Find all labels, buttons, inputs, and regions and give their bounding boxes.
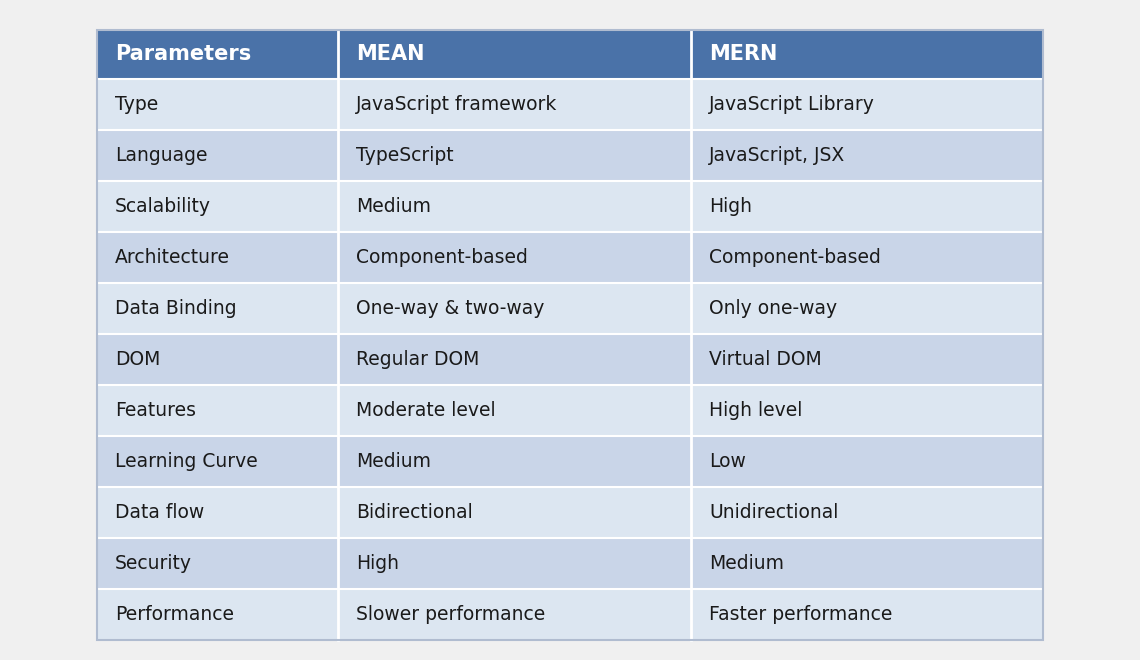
FancyBboxPatch shape [97,487,339,538]
FancyBboxPatch shape [339,487,691,538]
FancyBboxPatch shape [97,589,339,640]
Text: Data Binding: Data Binding [115,299,237,318]
Text: Architecture: Architecture [115,248,230,267]
Text: Medium: Medium [357,452,431,471]
FancyBboxPatch shape [97,232,339,282]
FancyBboxPatch shape [339,30,691,79]
Text: Low: Low [709,452,747,471]
Text: Parameters: Parameters [115,44,252,64]
Text: Slower performance: Slower performance [357,605,546,624]
FancyBboxPatch shape [339,538,691,589]
FancyBboxPatch shape [97,436,339,487]
FancyBboxPatch shape [339,79,691,129]
FancyBboxPatch shape [339,282,691,334]
Text: High level: High level [709,401,803,420]
FancyBboxPatch shape [97,129,339,181]
Text: TypeScript: TypeScript [357,146,454,164]
Text: Medium: Medium [709,554,784,573]
FancyBboxPatch shape [691,385,1043,436]
FancyBboxPatch shape [97,385,339,436]
Text: Security: Security [115,554,193,573]
FancyBboxPatch shape [691,232,1043,282]
Text: Scalability: Scalability [115,197,211,216]
Text: Language: Language [115,146,207,164]
Text: Unidirectional: Unidirectional [709,503,839,522]
Text: JavaScript, JSX: JavaScript, JSX [709,146,846,164]
FancyBboxPatch shape [691,129,1043,181]
FancyBboxPatch shape [97,334,339,385]
Text: DOM: DOM [115,350,161,369]
FancyBboxPatch shape [339,181,691,232]
Text: Faster performance: Faster performance [709,605,893,624]
Text: Features: Features [115,401,196,420]
Text: Component-based: Component-based [357,248,528,267]
FancyBboxPatch shape [97,538,339,589]
Text: Component-based: Component-based [709,248,881,267]
FancyBboxPatch shape [691,538,1043,589]
FancyBboxPatch shape [691,589,1043,640]
Text: MEAN: MEAN [357,44,425,64]
FancyBboxPatch shape [339,385,691,436]
Text: High: High [357,554,399,573]
Text: Only one-way: Only one-way [709,299,838,318]
FancyBboxPatch shape [691,181,1043,232]
FancyBboxPatch shape [97,181,339,232]
Text: Medium: Medium [357,197,431,216]
Text: Bidirectional: Bidirectional [357,503,473,522]
FancyBboxPatch shape [691,436,1043,487]
FancyBboxPatch shape [97,79,339,129]
Text: High: High [709,197,752,216]
FancyBboxPatch shape [339,232,691,282]
Text: JavaScript framework: JavaScript framework [357,94,557,114]
FancyBboxPatch shape [339,334,691,385]
FancyBboxPatch shape [691,334,1043,385]
FancyBboxPatch shape [691,282,1043,334]
FancyBboxPatch shape [339,129,691,181]
Text: One-way & two-way: One-way & two-way [357,299,545,318]
FancyBboxPatch shape [339,436,691,487]
Text: Type: Type [115,94,158,114]
Text: Virtual DOM: Virtual DOM [709,350,822,369]
Text: Performance: Performance [115,605,234,624]
Text: JavaScript Library: JavaScript Library [709,94,876,114]
FancyBboxPatch shape [691,30,1043,79]
Text: MERN: MERN [709,44,777,64]
Text: Regular DOM: Regular DOM [357,350,480,369]
Text: Data flow: Data flow [115,503,204,522]
FancyBboxPatch shape [97,30,339,79]
FancyBboxPatch shape [691,487,1043,538]
Text: Moderate level: Moderate level [357,401,496,420]
FancyBboxPatch shape [339,589,691,640]
Text: Learning Curve: Learning Curve [115,452,258,471]
FancyBboxPatch shape [691,79,1043,129]
FancyBboxPatch shape [97,282,339,334]
